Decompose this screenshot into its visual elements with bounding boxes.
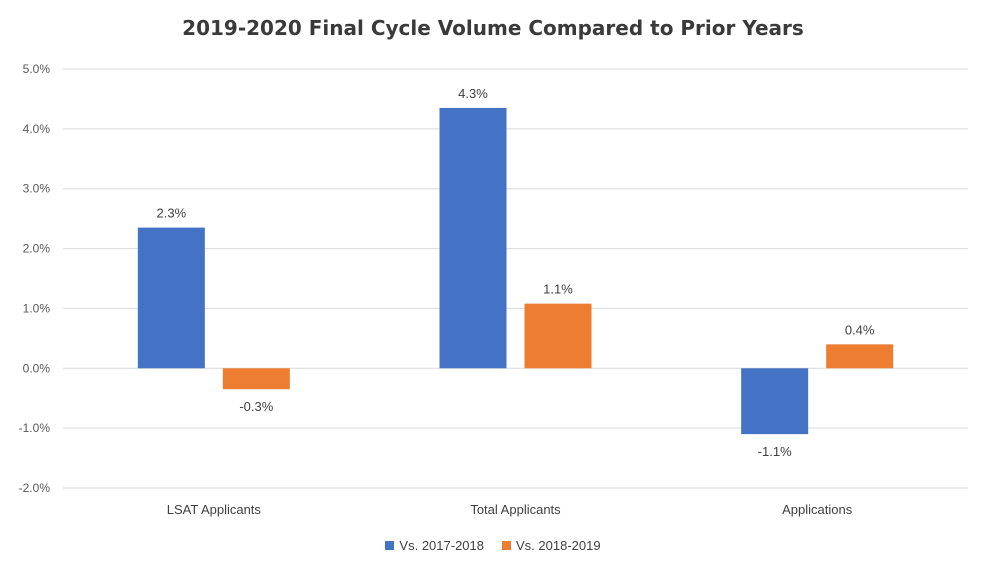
bar (439, 107, 507, 369)
data-label: 1.1% (543, 282, 573, 297)
y-tick-label: -1.0% (19, 421, 51, 435)
data-label: 0.4% (845, 322, 875, 337)
legend-label-series-2: Vs. 2018-2019 (516, 538, 601, 553)
bar (222, 368, 290, 390)
y-tick-label: 1.0% (23, 301, 51, 315)
data-label: -0.3% (239, 399, 273, 414)
bar (741, 368, 809, 435)
bar (137, 227, 205, 369)
legend-swatch-series-1 (385, 541, 395, 550)
x-tick-label: Applications (782, 502, 853, 517)
y-tick-label: 4.0% (23, 122, 51, 136)
legend-label-series-1: Vs. 2017-2018 (399, 538, 484, 553)
legend-item-series-2: Vs. 2018-2019 (502, 538, 601, 553)
data-label: -1.1% (758, 444, 792, 459)
chart-title: 2019-2020 Final Cycle Volume Compared to… (182, 16, 804, 40)
data-label: 2.3% (157, 206, 187, 221)
x-tick-label: Total Applicants (470, 502, 561, 517)
bar (524, 303, 592, 369)
y-tick-label: -2.0% (19, 481, 51, 495)
data-label: 4.3% (458, 86, 488, 101)
y-tick-label: 5.0% (23, 62, 51, 76)
chart-legend: Vs. 2017-2018 Vs. 2018-2019 (0, 538, 986, 553)
bar (826, 344, 894, 369)
x-tick-label: LSAT Applicants (167, 502, 262, 517)
y-tick-label: 0.0% (23, 361, 51, 375)
legend-swatch-series-2 (502, 541, 511, 550)
y-tick-label: 2.0% (23, 242, 51, 256)
legend-item-series-1: Vs. 2017-2018 (385, 538, 484, 553)
y-tick-label: 3.0% (23, 182, 51, 196)
